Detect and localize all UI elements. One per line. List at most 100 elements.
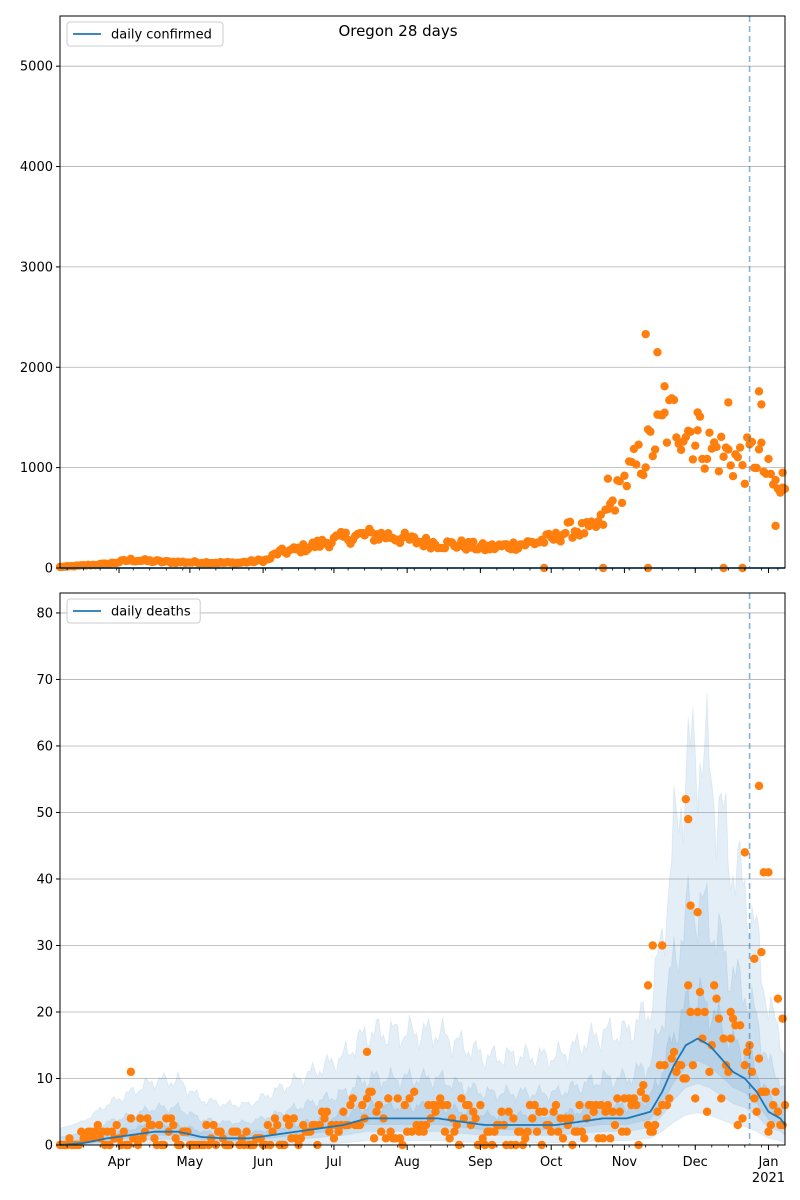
deaths-axes-frame bbox=[59, 592, 786, 1146]
data-point bbox=[750, 954, 759, 963]
data-point bbox=[362, 1047, 372, 1057]
data-point bbox=[296, 1134, 306, 1143]
legend-box bbox=[66, 21, 224, 47]
data-point bbox=[478, 1134, 487, 1143]
data-point bbox=[322, 1107, 332, 1116]
x-tick-label: Apr bbox=[108, 1155, 131, 1170]
data-point bbox=[728, 471, 738, 481]
confirmed-panel: 0 1000 2000 3000 4000 5000 Oregon 28 days dai… bbox=[20, 15, 790, 577]
data-point bbox=[771, 521, 780, 531]
data-point bbox=[469, 537, 478, 547]
data-point bbox=[632, 1100, 641, 1110]
data-point bbox=[598, 1134, 608, 1143]
data-point bbox=[754, 781, 764, 791]
data-point bbox=[556, 537, 565, 546]
data-point bbox=[509, 538, 518, 547]
data-point bbox=[348, 1094, 358, 1103]
x-tick-label: Aug bbox=[394, 1155, 419, 1170]
data-point bbox=[119, 1127, 128, 1136]
data-point bbox=[757, 400, 766, 409]
data-point bbox=[707, 1041, 716, 1050]
data-point bbox=[400, 1100, 409, 1110]
data-point bbox=[410, 1087, 419, 1096]
data-point bbox=[299, 1120, 308, 1130]
data-point bbox=[395, 1134, 405, 1143]
data-point bbox=[320, 1114, 329, 1123]
data-point bbox=[717, 432, 726, 442]
y-tick-label: 5000 bbox=[20, 60, 53, 75]
data-point bbox=[341, 528, 350, 537]
x-tick-label: Jul bbox=[325, 1155, 342, 1170]
x-tick-label: Jan bbox=[757, 1155, 778, 1170]
data-point bbox=[270, 1114, 280, 1123]
data-point bbox=[648, 451, 657, 461]
data-point bbox=[575, 1100, 584, 1110]
data-point bbox=[740, 1060, 750, 1070]
data-point bbox=[547, 1127, 556, 1136]
data-point bbox=[622, 481, 631, 491]
data-point bbox=[263, 1120, 273, 1130]
data-point bbox=[754, 1054, 764, 1063]
data-point bbox=[551, 1100, 561, 1110]
data-point bbox=[738, 461, 747, 470]
confirmed-axes-frame bbox=[59, 15, 786, 569]
data-point bbox=[700, 464, 709, 473]
data-point bbox=[77, 1127, 86, 1136]
data-point bbox=[738, 1114, 747, 1123]
data-point bbox=[639, 1080, 648, 1090]
data-point bbox=[603, 1100, 613, 1110]
data-point bbox=[549, 1107, 558, 1116]
data-point bbox=[726, 1034, 735, 1043]
y-tick-label: 40 bbox=[36, 872, 53, 887]
x-tick-label: Sep bbox=[468, 1155, 493, 1170]
data-point bbox=[126, 1114, 136, 1123]
data-point bbox=[719, 452, 728, 461]
data-point bbox=[362, 1094, 372, 1103]
data-point bbox=[107, 1127, 117, 1136]
data-point bbox=[523, 1127, 532, 1136]
data-point bbox=[648, 1127, 657, 1136]
data-point bbox=[147, 1120, 157, 1130]
data-point bbox=[558, 1134, 568, 1143]
data-point bbox=[662, 1100, 672, 1110]
data-point bbox=[712, 994, 721, 1003]
data-point bbox=[325, 1127, 334, 1136]
data-point bbox=[216, 1127, 225, 1136]
data-point bbox=[615, 477, 624, 486]
data-point bbox=[561, 528, 570, 538]
data-point bbox=[419, 1127, 428, 1136]
confirmed-x-ticks bbox=[66, 568, 779, 573]
data-point bbox=[705, 428, 714, 437]
data-point bbox=[754, 387, 764, 396]
data-point bbox=[381, 1134, 391, 1143]
data-point bbox=[273, 1120, 282, 1130]
data-point bbox=[386, 1127, 395, 1136]
data-point bbox=[268, 1127, 277, 1136]
y-tick-label: 60 bbox=[36, 739, 53, 754]
data-point bbox=[459, 1114, 469, 1123]
x-tick-label: Nov bbox=[612, 1155, 638, 1170]
y-tick-label: 1000 bbox=[20, 461, 53, 476]
data-point bbox=[528, 1114, 537, 1123]
data-point bbox=[752, 1107, 761, 1116]
data-point bbox=[681, 794, 691, 804]
data-point bbox=[712, 442, 721, 452]
data-point bbox=[648, 941, 657, 950]
data-point bbox=[598, 520, 608, 530]
data-point bbox=[334, 1127, 343, 1136]
data-point bbox=[138, 1134, 147, 1143]
data-point bbox=[617, 498, 627, 508]
data-point bbox=[665, 1094, 674, 1103]
data-point bbox=[464, 1100, 473, 1110]
data-point bbox=[355, 1120, 365, 1130]
data-point bbox=[693, 908, 702, 917]
data-point bbox=[431, 1107, 440, 1116]
data-point bbox=[641, 463, 650, 472]
data-point bbox=[724, 445, 733, 454]
data-point bbox=[676, 445, 686, 455]
data-point bbox=[452, 1120, 461, 1130]
data-point bbox=[608, 1107, 617, 1116]
data-point bbox=[676, 1060, 686, 1070]
x-tick-label: Oct bbox=[540, 1155, 562, 1170]
data-point bbox=[143, 1114, 152, 1123]
